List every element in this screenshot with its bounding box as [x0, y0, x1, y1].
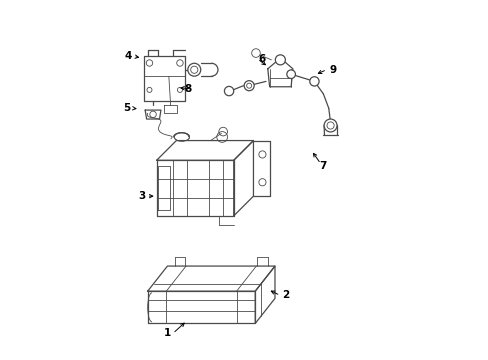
Circle shape [309, 77, 319, 86]
Text: 8: 8 [184, 84, 191, 94]
Text: 2: 2 [282, 291, 289, 301]
Circle shape [224, 86, 233, 96]
Circle shape [324, 119, 336, 132]
Text: 6: 6 [258, 54, 265, 64]
Text: 9: 9 [328, 64, 336, 75]
Text: 5: 5 [123, 103, 130, 113]
Circle shape [275, 55, 285, 65]
Text: 7: 7 [318, 161, 325, 171]
Circle shape [244, 81, 254, 91]
Circle shape [251, 49, 260, 57]
Text: 4: 4 [124, 51, 131, 61]
Circle shape [187, 63, 201, 76]
Text: 3: 3 [139, 191, 145, 201]
Text: 1: 1 [163, 328, 171, 338]
Circle shape [286, 70, 295, 78]
